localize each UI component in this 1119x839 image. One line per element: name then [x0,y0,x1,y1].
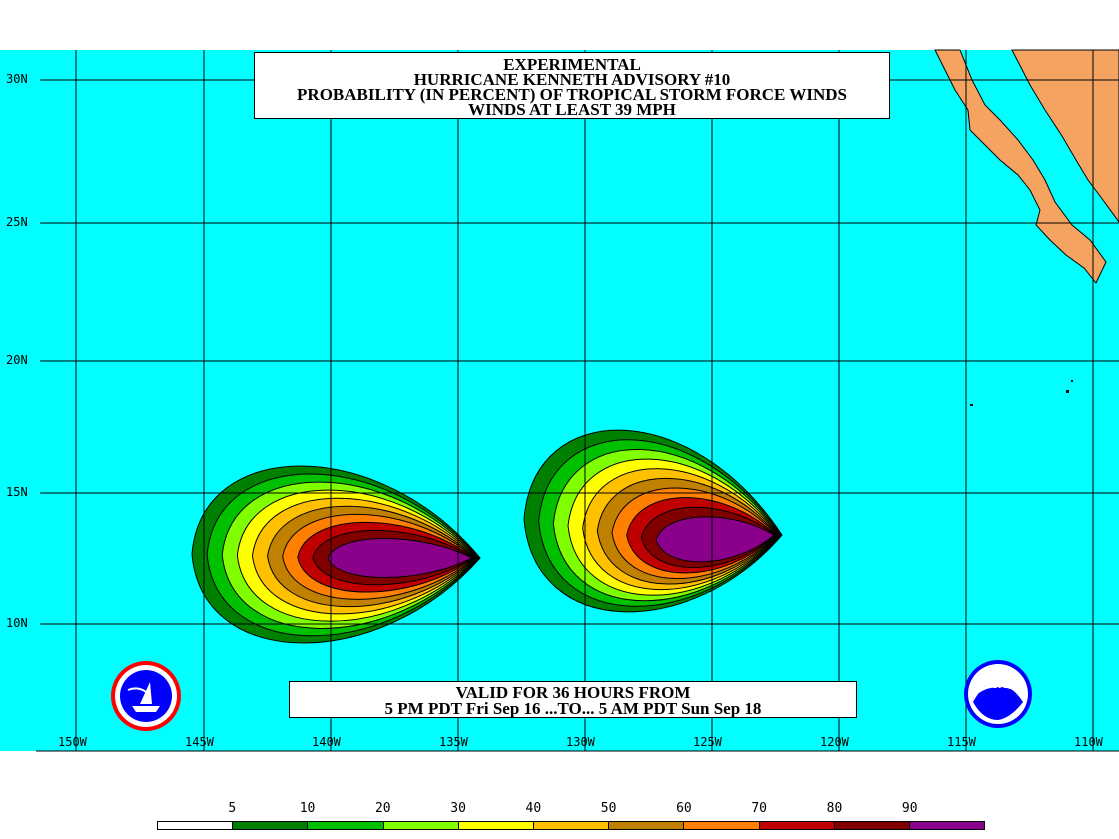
storm-contours-west [191,465,481,644]
lon-label-120w: 120W [820,735,849,749]
legend-swatch [684,822,760,829]
title-line-4: WINDS AT LEAST 39 MPH [468,100,676,119]
probability-contour [655,516,775,563]
legend-number: 5 [228,801,237,816]
ocean [0,50,1119,751]
legend-number: 30 [450,801,466,816]
lat-label-15n: 15N [6,485,28,499]
island [1071,380,1073,382]
title-line-3: PROBABILITY (IN PERCENT) OF TROPICAL STO… [297,85,847,104]
legend-swatch [383,822,459,829]
lon-label-125w: 125W [693,735,722,749]
legend-number: 10 [299,801,316,816]
svg-text:NOAA: NOAA [982,680,1014,691]
legend-number: 60 [676,801,692,816]
legend-number: 90 [901,801,918,816]
legend-swatch [233,822,309,829]
legend-swatch [609,822,685,829]
land-mexico [1011,49,1119,223]
legend-swatch [759,822,835,829]
grid-lines [36,50,1119,752]
lat-label-30n: 30N [6,72,28,86]
storm-contours-east [523,429,783,613]
lat-label-10n: 10N [6,616,28,630]
lon-label-145w: 145W [185,735,214,749]
lat-label-25n: 25N [6,215,28,229]
legend-number: 40 [525,801,542,816]
legend-swatch [533,822,610,829]
lat-label-20n: 20N [6,353,28,367]
nws-logo-icon [111,661,181,731]
map-title: EXPERIMENTAL HURRICANE KENNETH ADVISORY … [254,52,890,119]
title-line-1: EXPERIMENTAL [503,55,641,74]
legend-number: 20 [374,801,391,816]
island [970,404,973,406]
valid-line-1: VALID FOR 36 HOURS FROM [455,683,691,702]
valid-period: VALID FOR 36 HOURS FROM 5 PM PDT Fri Sep… [289,681,857,718]
legend-swatch [834,822,910,829]
lon-label-150w: 150W [58,735,87,749]
island [1066,390,1069,393]
title-line-2: HURRICANE KENNETH ADVISORY #10 [413,70,731,89]
land-baja [934,49,1107,284]
lon-label-140w: 140W [312,735,341,749]
legend-number: 70 [751,801,767,816]
probability-contour [327,538,474,578]
lon-label-130w: 130W [566,735,595,749]
legend-swatch [158,822,234,829]
legend-swatch [909,822,985,829]
legend-swatch [308,822,384,829]
lon-label-115w: 115W [947,735,976,749]
legend-swatch [458,822,534,829]
legend-bar [157,821,985,830]
lon-label-110w: 110W [1074,735,1103,749]
valid-line-2: 5 PM PDT Fri Sep 16 ...TO... 5 AM PDT Su… [384,699,762,718]
legend-number: 50 [600,801,617,816]
lon-label-135w: 135W [439,735,468,749]
noaa-logo-icon: NOAA [964,660,1032,728]
legend-number: 80 [826,801,843,816]
